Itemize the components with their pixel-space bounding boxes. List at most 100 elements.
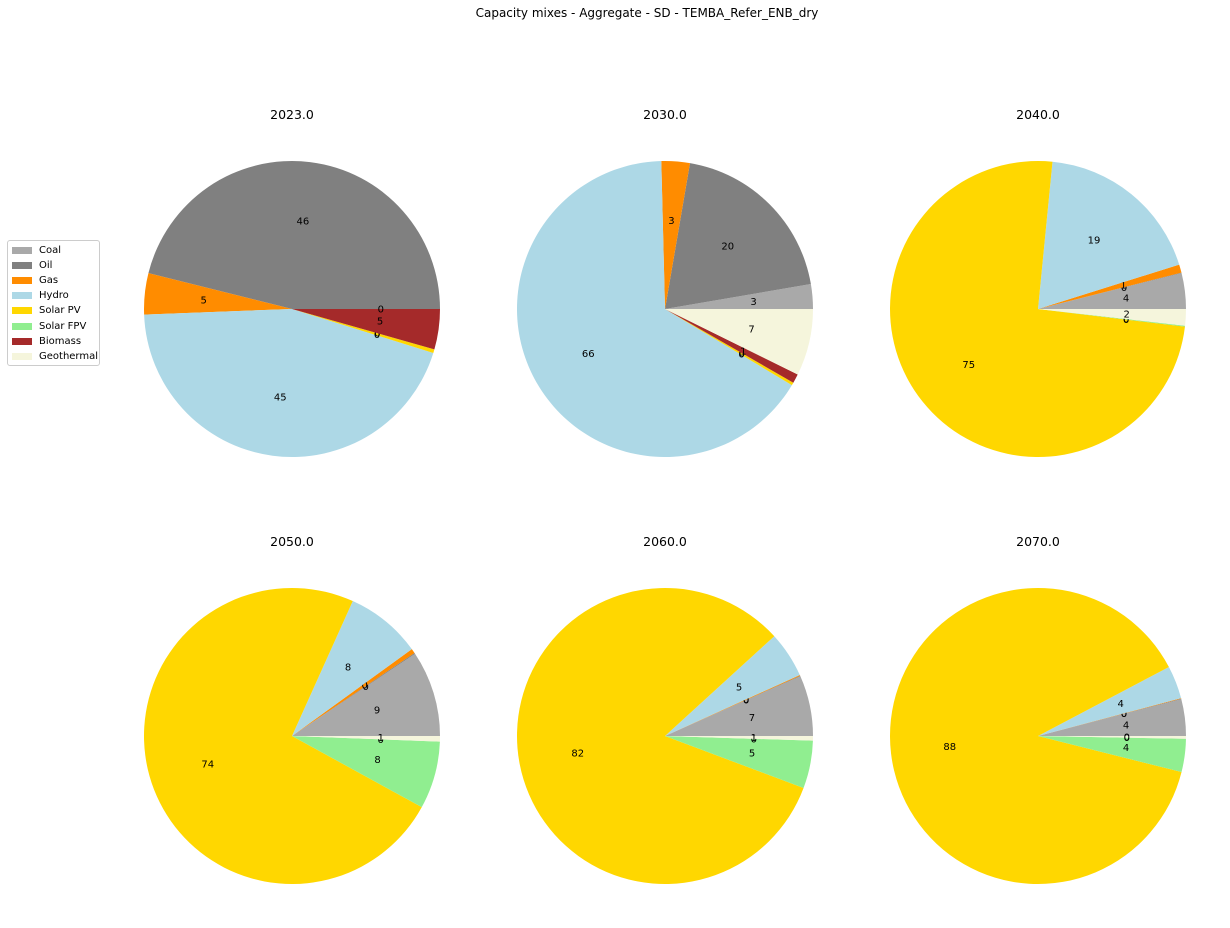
pie-value-label: 46: [297, 216, 310, 227]
pie-value-label: 82: [571, 748, 584, 759]
pie-slice-gas: [661, 161, 690, 309]
legend-swatch: [12, 307, 32, 315]
pie-slice-hydro: [144, 309, 434, 457]
legend-swatch: [12, 292, 32, 300]
pie-value-label: 4: [1123, 294, 1129, 305]
pie-value-label: 1: [378, 733, 384, 744]
pie-value-label: 5: [749, 749, 755, 760]
pie-slice-coal: [665, 284, 813, 309]
pie-slice-coal: [665, 676, 813, 736]
legend-swatch: [12, 352, 32, 360]
pie-chart: 2023.00465450050: [144, 107, 441, 457]
pie-value-label: 0: [362, 681, 368, 692]
legend-label: Geothermal: [39, 350, 99, 362]
pie-value-label: 5: [201, 295, 207, 306]
pie-value-label: 88: [943, 742, 956, 753]
pie-value-label: 4: [1118, 699, 1124, 710]
pie-value-label: 20: [721, 242, 734, 253]
pie-slice-geothermal: [665, 736, 814, 741]
pie-slice-solar-fpv: [292, 736, 440, 808]
pie-slice-solar-pv: [292, 309, 435, 353]
pie-value-label: 3: [750, 297, 756, 308]
legend-swatch: [12, 247, 32, 255]
legend-label: Gas: [39, 275, 59, 287]
pie-slice-gas: [1038, 698, 1182, 736]
pie-title: 2050.0: [270, 534, 314, 549]
pie-value-label: 0: [751, 734, 757, 745]
pie-slice-geothermal: [292, 736, 441, 742]
pie-slice-biomass: [665, 309, 798, 383]
pie-value-label: 0: [378, 735, 384, 746]
pie-title: 2060.0: [643, 534, 687, 549]
pie-slice-solar-pv: [890, 160, 1185, 457]
pie-slice-gas: [1038, 264, 1182, 309]
pie-value-label: 75: [962, 360, 975, 371]
pie-slice-gas: [665, 674, 801, 736]
pie-slice-solar-pv: [516, 587, 804, 884]
pie-slice-geothermal: [1038, 736, 1186, 739]
pie-value-label: 0: [743, 695, 749, 706]
pie-slice-oil: [665, 163, 811, 309]
legend-item: Solar FPV: [8, 318, 99, 333]
legend-label: Biomass: [39, 335, 82, 347]
pie-value-label: 0: [378, 305, 384, 316]
pie-slice-hydro: [1038, 161, 1180, 309]
pie-value-label: 0: [374, 330, 380, 341]
pie-slice-hydro: [516, 161, 792, 458]
pie-value-label: 0: [1124, 733, 1130, 744]
pie-slice-coal: [292, 653, 440, 736]
pie-value-label: 0: [743, 696, 749, 707]
legend-item: Biomass: [8, 334, 99, 349]
pie-slice-solar-pv: [889, 588, 1182, 885]
pie-value-label: 4: [1123, 743, 1129, 754]
pie-slice-oil: [1038, 698, 1182, 736]
legend-label: Solar FPV: [39, 320, 87, 332]
pie-slice-geothermal: [1038, 309, 1186, 326]
pie-value-label: 74: [201, 760, 214, 771]
pie-slice-solar-fpv: [1038, 736, 1186, 773]
pie-title: 2023.0: [270, 107, 314, 122]
pie-slice-oil: [148, 160, 441, 309]
legend-item: Geothermal: [8, 349, 99, 364]
legend-swatch: [12, 322, 32, 330]
pie-value-label: 0: [1123, 315, 1129, 326]
pie-slice-solar-pv: [143, 587, 422, 884]
pie-value-label: 5: [377, 317, 383, 328]
pie-slice-oil: [665, 675, 801, 736]
pie-value-label: 19: [1088, 236, 1101, 247]
legend-label: Oil: [39, 260, 53, 272]
pie-value-label: 0: [1121, 283, 1127, 294]
pie-value-label: 9: [374, 706, 380, 717]
pie-title: 2040.0: [1016, 107, 1060, 122]
pie-value-label: 0: [1123, 315, 1129, 326]
pie-grid: 2023.004654500502030.032036600172040.040…: [143, 107, 1186, 885]
pie-value-label: 1: [751, 733, 757, 744]
pie-slice-gas: [292, 649, 415, 736]
legend-item: Coal: [8, 243, 99, 258]
pie-value-label: 4: [1123, 720, 1129, 731]
legend: Coal Oil Gas Hydro Solar PV Solar FPV Biomass G…: [7, 240, 100, 366]
pie-slice-gas: [144, 273, 292, 315]
legend-items: Coal Oil Gas Hydro Solar PV Solar FPV Biomass G…: [8, 243, 99, 364]
legend-item: Solar PV: [8, 303, 99, 318]
pie-slice-biomass: [292, 309, 440, 350]
pie-value-label: 8: [345, 663, 351, 674]
pie-value-label: 7: [749, 713, 755, 724]
pie-slice-solar-fpv: [1038, 309, 1186, 327]
pie-value-label: 0: [363, 682, 369, 693]
legend-label: Hydro: [39, 290, 69, 302]
legend-swatch: [12, 337, 32, 345]
pie-value-label: 45: [274, 393, 287, 404]
legend-label: Solar PV: [39, 305, 81, 317]
pie-slice-solar-fpv: [665, 736, 813, 788]
pie-slice-geothermal: [665, 309, 813, 375]
pie-value-label: 2: [1124, 310, 1130, 321]
pie-slice-oil: [292, 652, 416, 736]
pie-value-label: 1: [740, 346, 746, 357]
pie-title: 2030.0: [643, 107, 687, 122]
